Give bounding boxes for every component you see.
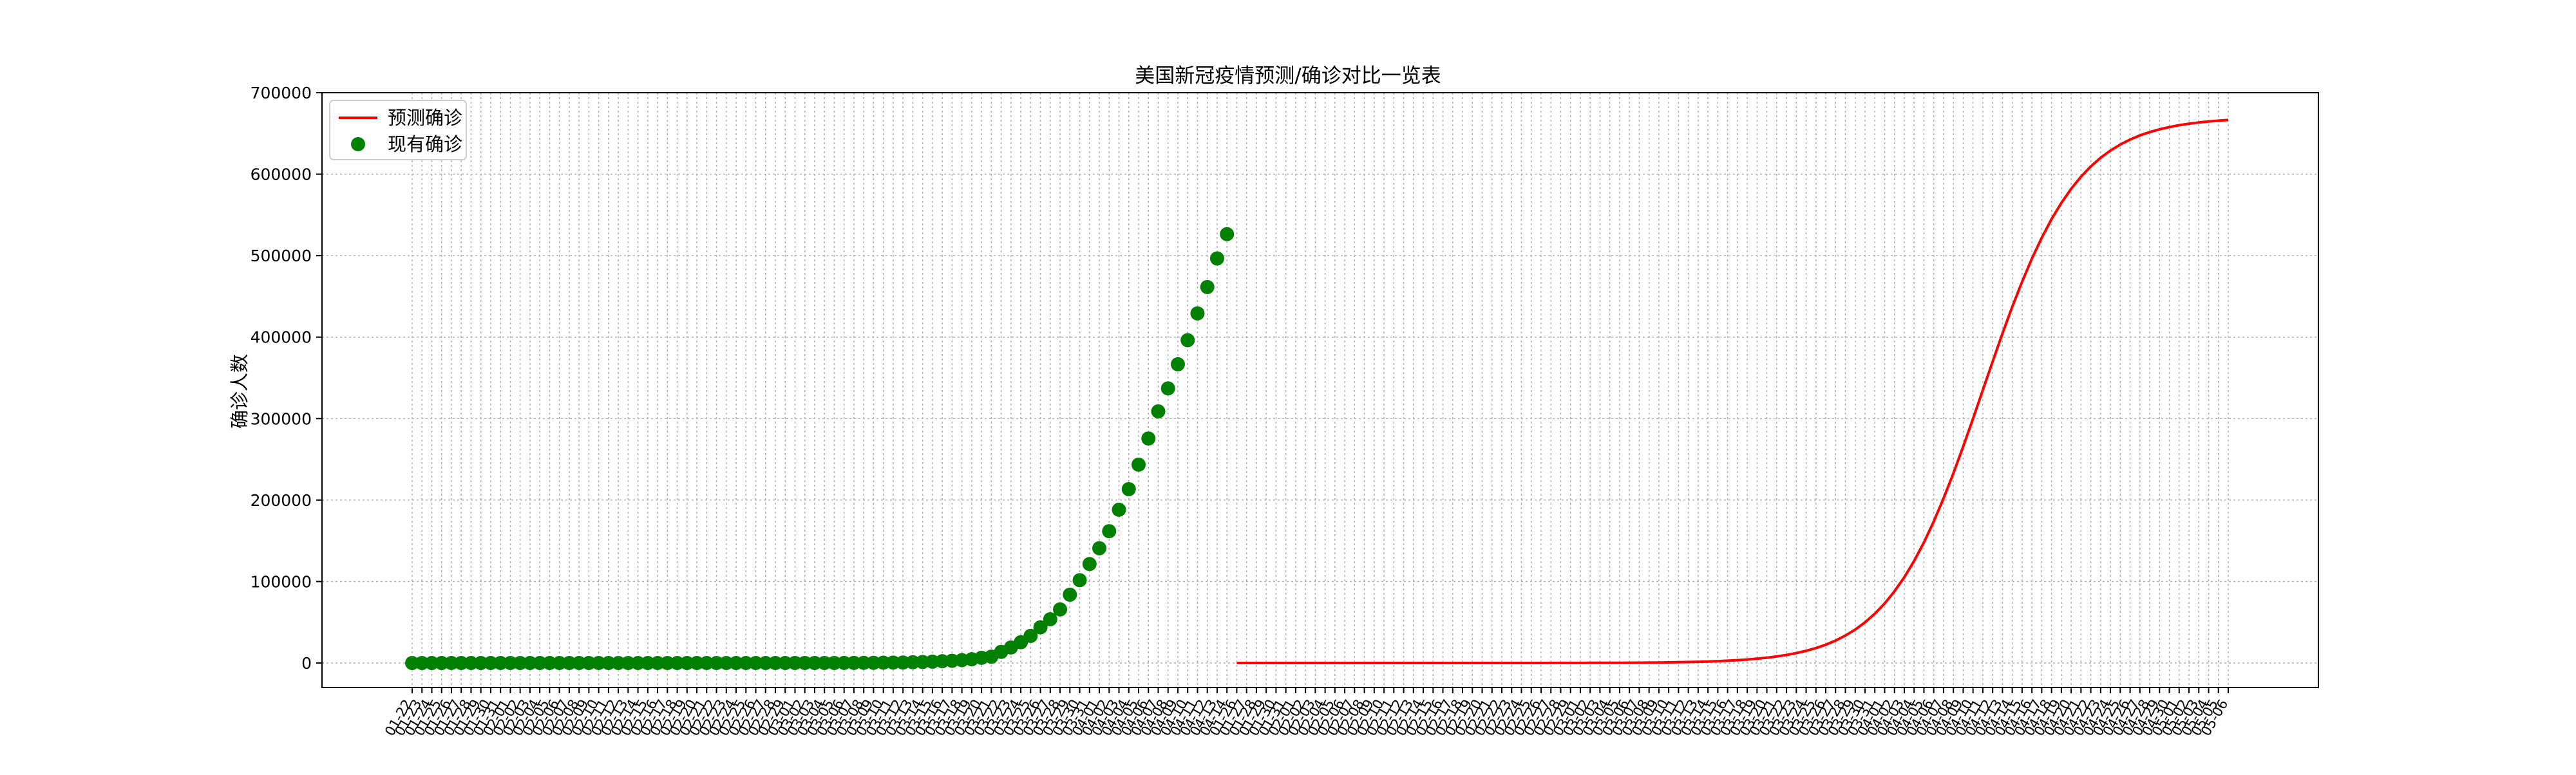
confirmed-point <box>415 656 430 671</box>
confirmed-point <box>739 656 753 671</box>
confirmed-point <box>444 656 459 671</box>
confirmed-point <box>719 656 734 671</box>
confirmed-point <box>660 656 675 671</box>
confirmed-point <box>591 656 606 671</box>
confirmed-point <box>846 655 861 670</box>
confirmed-point <box>748 656 763 671</box>
y-tick-label: 700000 <box>251 84 312 102</box>
confirmed-point <box>1180 333 1195 348</box>
y-axis-label: 确诊人数 <box>229 353 251 429</box>
confirmed-point <box>1092 541 1107 556</box>
confirmed-point <box>690 656 705 671</box>
confirmed-point <box>503 656 518 671</box>
predicted-line <box>1236 118 2229 664</box>
confirmed-point <box>758 655 773 670</box>
confirmed-point <box>866 655 881 670</box>
confirmed-point <box>1151 404 1166 419</box>
confirmed-point <box>513 656 527 671</box>
confirmed-point <box>807 655 822 670</box>
confirmed-point <box>1141 431 1156 446</box>
confirmed-point <box>778 655 793 670</box>
confirmed-point <box>1072 573 1087 588</box>
legend-label-confirmed: 现有确诊 <box>388 133 462 155</box>
confirmed-point <box>1102 524 1117 539</box>
y-tick-label: 0 <box>301 654 312 673</box>
confirmed-point <box>493 656 508 671</box>
confirmed-point <box>837 655 851 670</box>
plot-frame <box>321 92 2319 688</box>
y-tick-label: 600000 <box>251 165 312 184</box>
data-layer <box>405 118 2229 671</box>
y-tick-label: 200000 <box>251 491 312 510</box>
confirmed-point <box>709 656 724 671</box>
confirmed-point <box>768 655 782 670</box>
confirmed-point <box>464 656 478 671</box>
confirmed-point <box>1053 602 1068 617</box>
confirmed-point <box>621 656 636 671</box>
confirmed-point <box>582 656 596 671</box>
confirmed-point <box>1023 628 1038 643</box>
confirmed-point <box>876 655 891 670</box>
confirmed-point <box>1220 227 1235 241</box>
confirmed-point <box>679 656 694 671</box>
confirmed-point <box>1112 502 1126 517</box>
legend-dot-marker <box>351 137 365 151</box>
confirmed-point <box>1121 481 1136 496</box>
confirmed-point <box>797 655 812 670</box>
confirmed-point <box>483 656 498 671</box>
x-axis: 01-2201-2301-2401-2501-2601-2701-2801-29… <box>382 687 2231 738</box>
chart-title: 美国新冠疫情预测/确诊对比一览表 <box>1135 64 1441 88</box>
confirmed-point <box>788 655 802 670</box>
confirmed-point <box>886 655 900 670</box>
confirmed-point <box>572 656 587 671</box>
confirmed-point <box>1043 612 1057 627</box>
confirmed-point <box>405 656 419 671</box>
confirmed-point <box>1082 557 1097 572</box>
y-tick-label: 400000 <box>251 328 312 347</box>
confirmed-point <box>1033 620 1048 635</box>
y-axis: 0 100000 200000 300000 400000 500000 600000 700… <box>251 84 322 673</box>
y-tick-label: 300000 <box>251 409 312 428</box>
confirmed-point <box>424 656 439 671</box>
confirmed-point <box>1170 357 1185 371</box>
confirmed-point <box>827 655 842 670</box>
confirmed-point <box>1200 279 1215 294</box>
legend: 预测确诊 现有确诊 <box>329 100 467 160</box>
grid-layer <box>322 92 2318 687</box>
confirmed-point <box>1209 251 1224 266</box>
confirmed-point <box>650 656 665 671</box>
confirmed-point <box>1160 381 1175 396</box>
y-tick-label: 500000 <box>251 247 312 265</box>
confirmed-point <box>533 656 547 671</box>
confirmed-point <box>542 656 557 671</box>
confirmed-point <box>434 656 449 671</box>
confirmed-point <box>857 655 871 670</box>
confirmed-point <box>601 656 616 671</box>
confirmed-point <box>630 656 645 671</box>
confirmed-point <box>522 656 537 671</box>
confirmed-point <box>562 656 576 671</box>
legend-label-predicted: 预测确诊 <box>388 107 462 129</box>
confirmed-point <box>670 656 685 671</box>
confirmed-point <box>611 656 626 671</box>
confirmed-point <box>640 656 655 671</box>
confirmed-point <box>817 655 832 670</box>
confirmed-point <box>1132 457 1146 472</box>
confirmed-point <box>1063 587 1077 602</box>
confirmed-point <box>699 656 714 671</box>
confirmed-point <box>454 656 469 671</box>
confirmed-point <box>552 656 567 671</box>
confirmed-point <box>729 656 744 671</box>
confirmed-point <box>1190 306 1205 321</box>
y-tick-label: 100000 <box>251 572 312 591</box>
confirmed-point <box>473 656 488 671</box>
